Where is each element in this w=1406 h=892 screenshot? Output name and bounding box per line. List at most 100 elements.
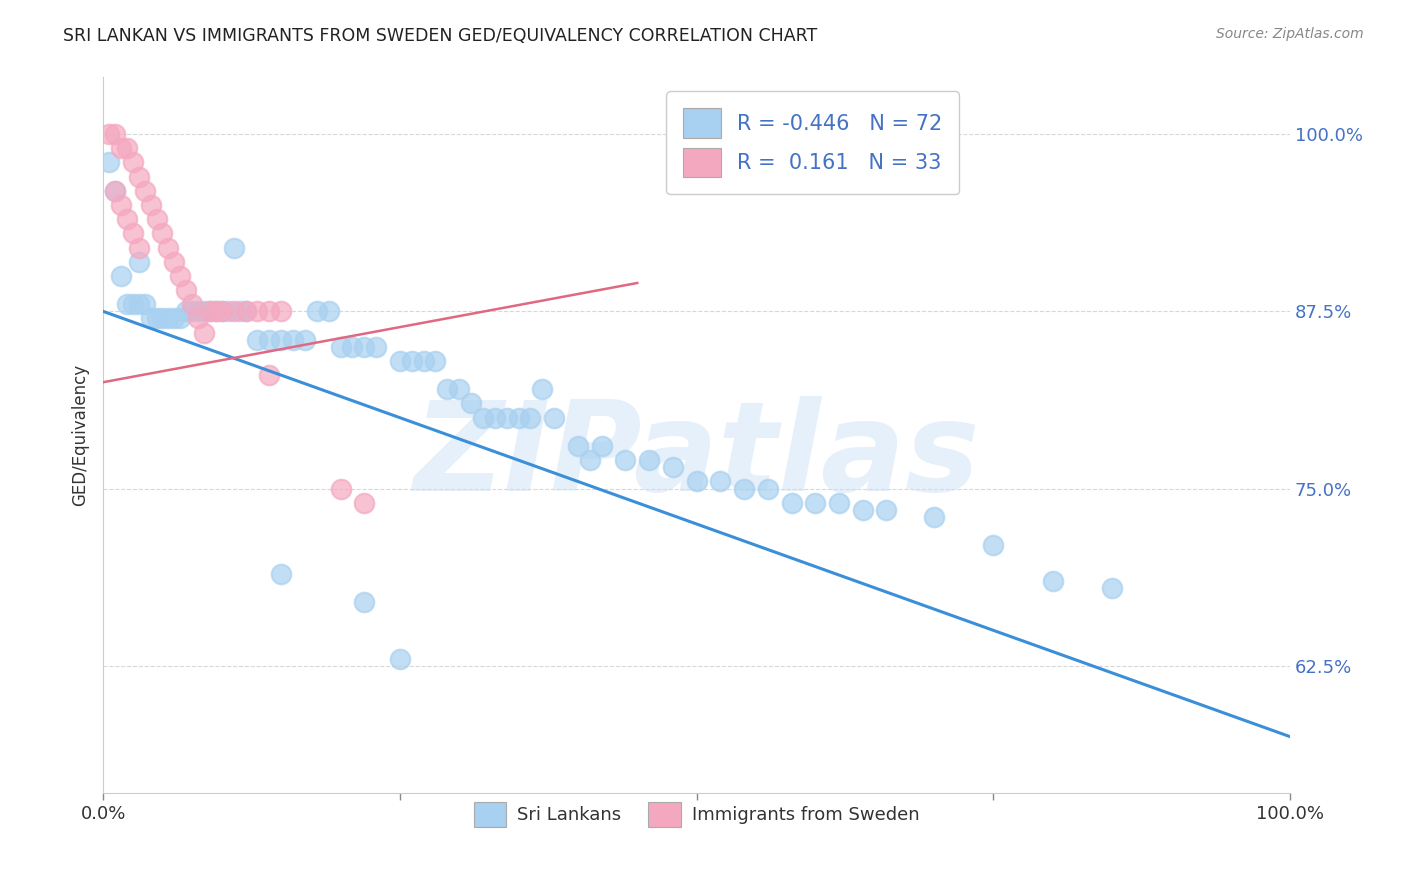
Point xyxy=(353,496,375,510)
Point xyxy=(662,460,685,475)
Point xyxy=(104,184,127,198)
Point xyxy=(235,304,257,318)
Point xyxy=(205,304,228,318)
Point xyxy=(115,297,138,311)
Point xyxy=(181,297,204,311)
Point xyxy=(508,410,530,425)
Point xyxy=(187,304,209,318)
Point xyxy=(852,503,875,517)
Point xyxy=(246,333,269,347)
Point xyxy=(259,368,281,383)
Point xyxy=(193,304,215,318)
Point xyxy=(152,227,174,241)
Point xyxy=(246,304,269,318)
Point xyxy=(222,304,245,318)
Point xyxy=(780,496,803,510)
Point xyxy=(318,304,340,318)
Point xyxy=(756,482,779,496)
Point xyxy=(163,254,186,268)
Point xyxy=(128,297,150,311)
Point xyxy=(614,453,637,467)
Point xyxy=(294,333,316,347)
Point xyxy=(217,304,239,318)
Point xyxy=(128,254,150,268)
Point xyxy=(460,396,482,410)
Point xyxy=(305,304,328,318)
Point xyxy=(193,326,215,340)
Point xyxy=(152,311,174,326)
Point xyxy=(235,304,257,318)
Point xyxy=(139,198,162,212)
Point xyxy=(228,304,250,318)
Point xyxy=(329,482,352,496)
Point xyxy=(804,496,827,510)
Point xyxy=(198,304,221,318)
Point xyxy=(198,304,221,318)
Point xyxy=(342,340,364,354)
Y-axis label: GED/Equivalency: GED/Equivalency xyxy=(72,364,89,507)
Point xyxy=(531,382,554,396)
Point xyxy=(436,382,458,396)
Point xyxy=(163,311,186,326)
Point xyxy=(388,651,411,665)
Point xyxy=(110,198,132,212)
Point xyxy=(222,241,245,255)
Point xyxy=(353,340,375,354)
Point xyxy=(211,304,233,318)
Point xyxy=(981,538,1004,552)
Point xyxy=(157,241,180,255)
Point xyxy=(828,496,851,510)
Point xyxy=(145,212,167,227)
Point xyxy=(145,311,167,326)
Point xyxy=(353,595,375,609)
Point xyxy=(543,410,565,425)
Point xyxy=(388,354,411,368)
Point xyxy=(733,482,755,496)
Point xyxy=(104,127,127,141)
Point xyxy=(157,311,180,326)
Point xyxy=(115,212,138,227)
Point xyxy=(449,382,471,396)
Point xyxy=(366,340,388,354)
Point xyxy=(685,475,707,489)
Point xyxy=(104,184,127,198)
Point xyxy=(329,340,352,354)
Point xyxy=(1101,581,1123,595)
Point xyxy=(139,311,162,326)
Point xyxy=(134,184,156,198)
Point xyxy=(128,169,150,184)
Point xyxy=(401,354,423,368)
Point xyxy=(259,333,281,347)
Point xyxy=(519,410,541,425)
Point xyxy=(638,453,661,467)
Point xyxy=(484,410,506,425)
Text: ZIPatlas: ZIPatlas xyxy=(413,396,980,517)
Point xyxy=(121,227,143,241)
Point xyxy=(709,475,731,489)
Point xyxy=(270,333,292,347)
Legend: Sri Lankans, Immigrants from Sweden: Sri Lankans, Immigrants from Sweden xyxy=(467,795,927,834)
Point xyxy=(121,155,143,169)
Text: SRI LANKAN VS IMMIGRANTS FROM SWEDEN GED/EQUIVALENCY CORRELATION CHART: SRI LANKAN VS IMMIGRANTS FROM SWEDEN GED… xyxy=(63,27,817,45)
Point xyxy=(174,283,197,297)
Point xyxy=(134,297,156,311)
Point xyxy=(259,304,281,318)
Point xyxy=(875,503,897,517)
Point xyxy=(591,439,613,453)
Point xyxy=(578,453,600,467)
Point xyxy=(425,354,447,368)
Point xyxy=(567,439,589,453)
Point xyxy=(121,297,143,311)
Point xyxy=(205,304,228,318)
Text: Source: ZipAtlas.com: Source: ZipAtlas.com xyxy=(1216,27,1364,41)
Point xyxy=(110,141,132,155)
Point xyxy=(1042,574,1064,588)
Point xyxy=(412,354,434,368)
Point xyxy=(128,241,150,255)
Point xyxy=(169,268,191,283)
Point xyxy=(281,333,304,347)
Point xyxy=(187,311,209,326)
Point xyxy=(922,509,945,524)
Point xyxy=(110,268,132,283)
Point xyxy=(471,410,494,425)
